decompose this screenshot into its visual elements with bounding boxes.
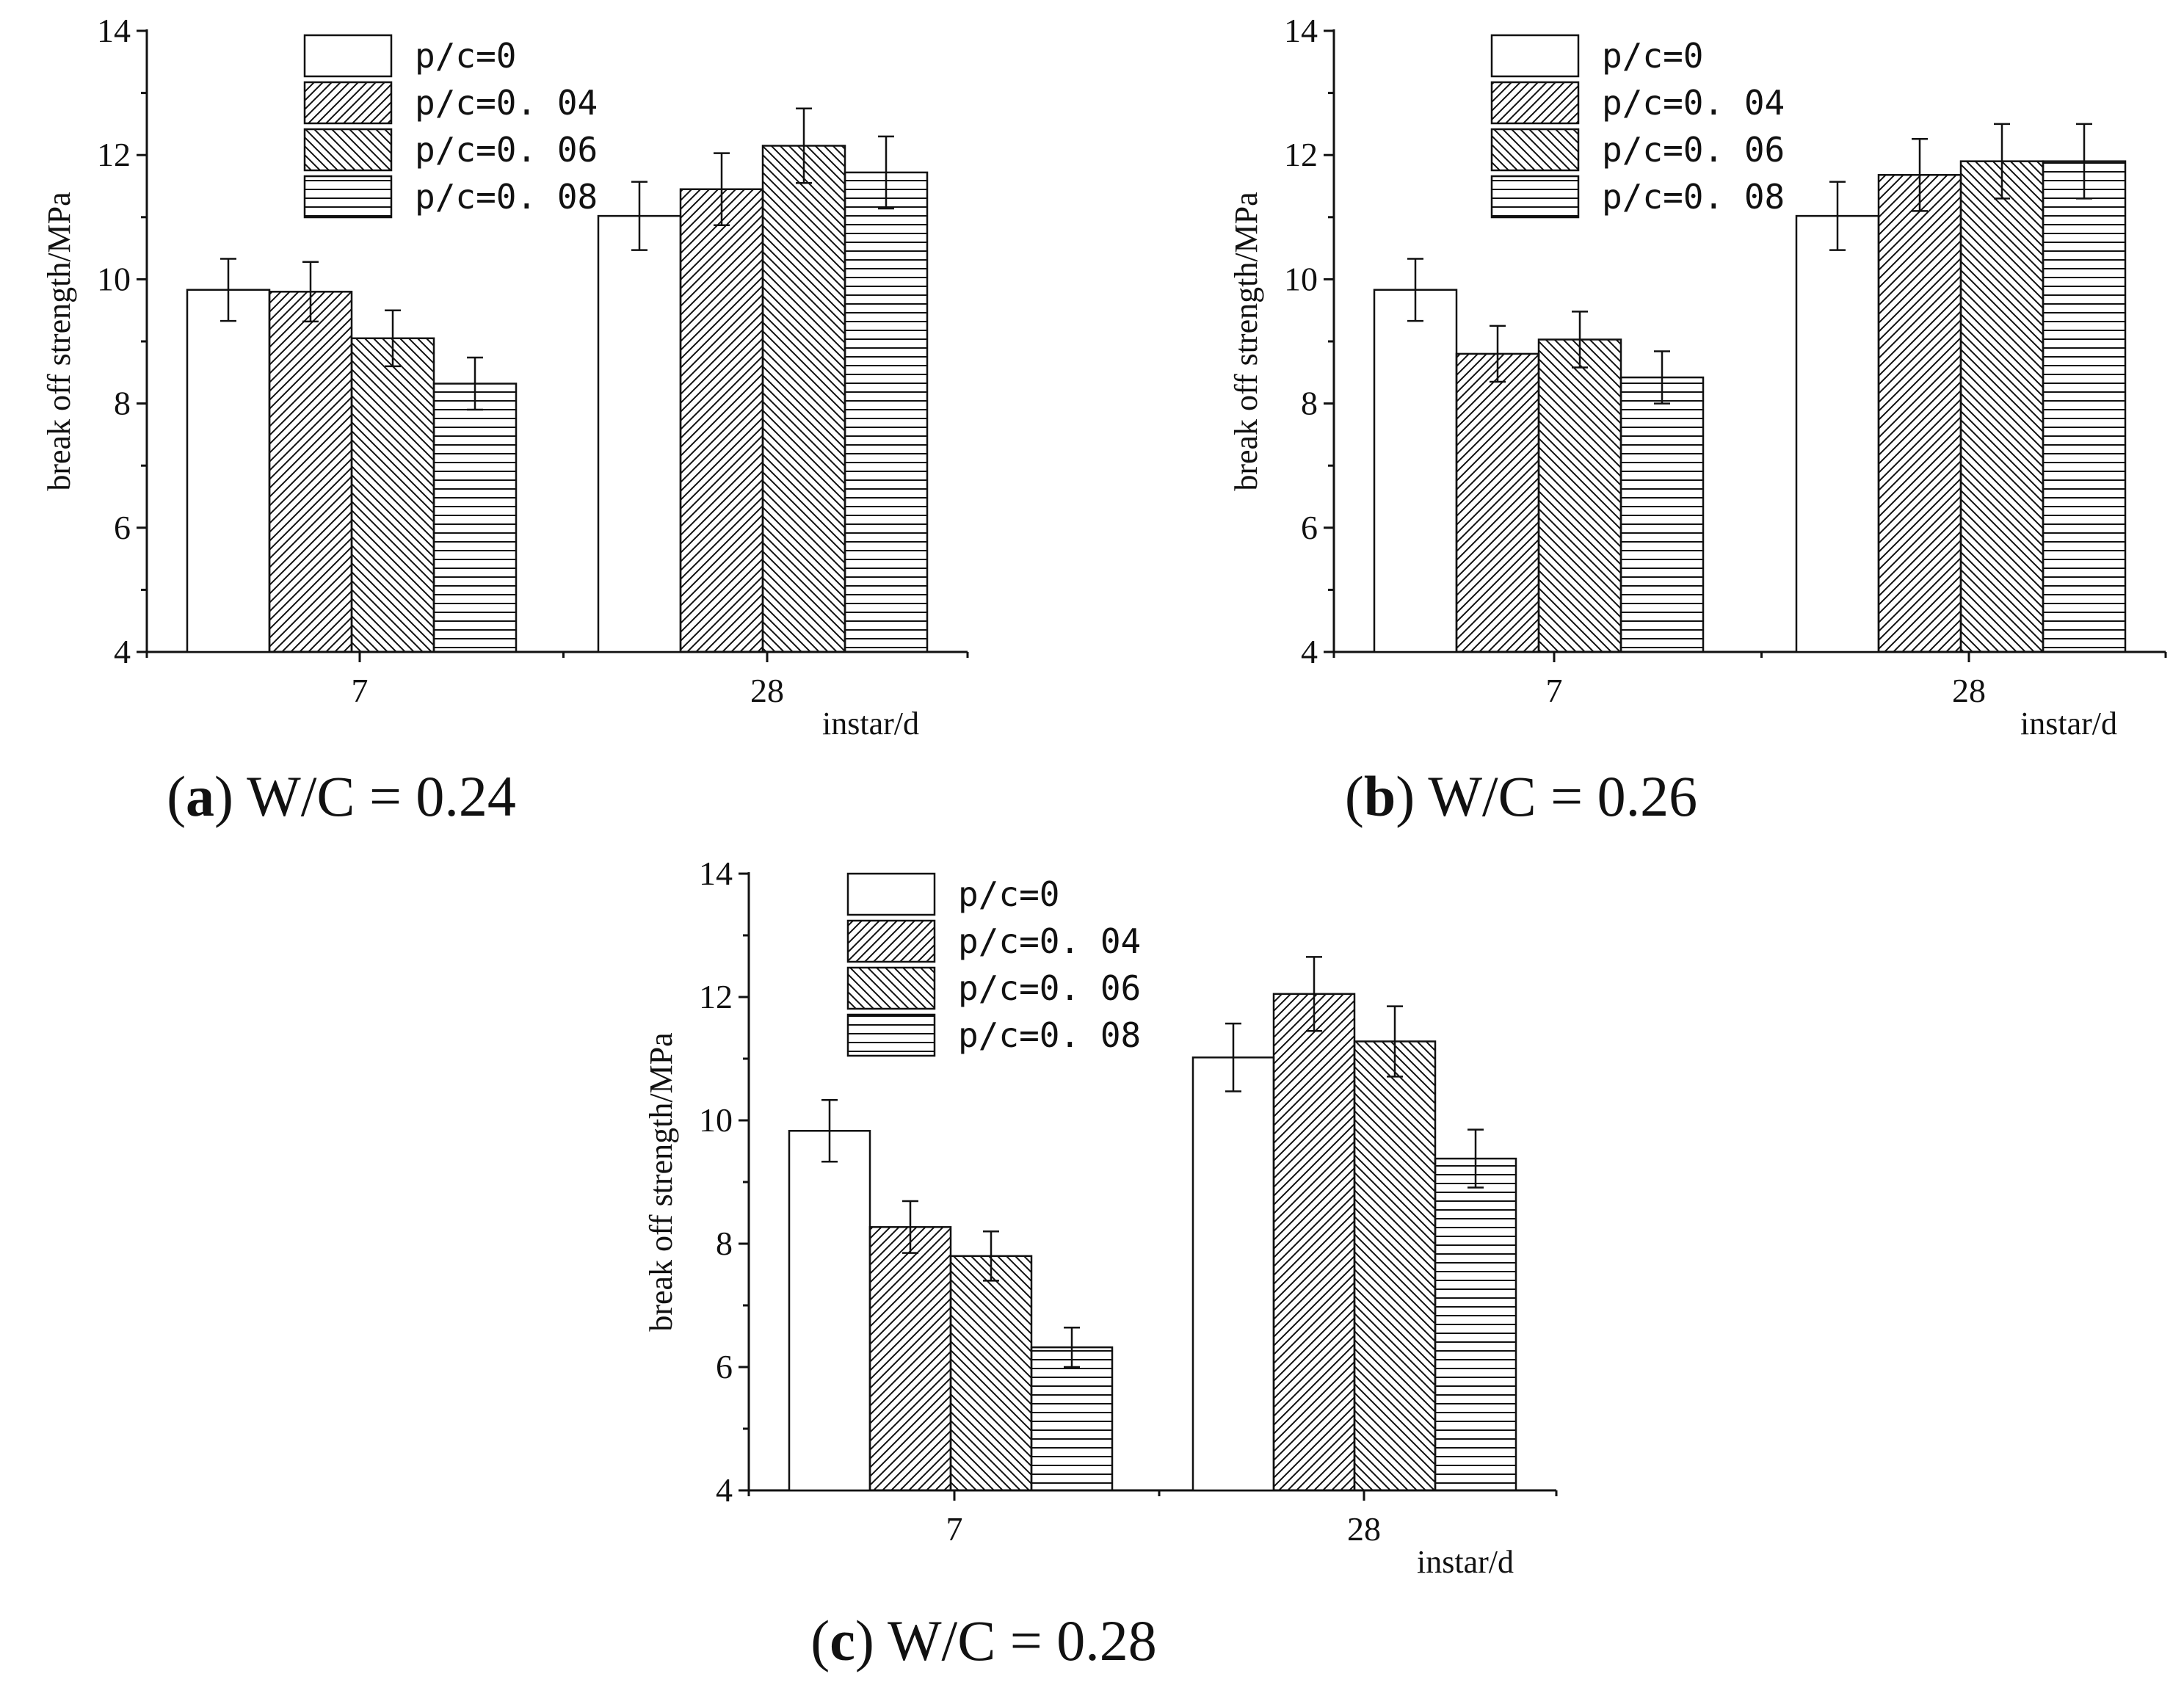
x-axis-title-c: instar/d bbox=[1417, 1544, 1514, 1580]
bar-a-7-s3 bbox=[432, 383, 518, 653]
y-tick-label-a: 10 bbox=[97, 260, 131, 297]
bar-a-7-s0 bbox=[186, 289, 271, 653]
y-tick-label-c: 12 bbox=[699, 978, 733, 1015]
bar-c-7-s2 bbox=[949, 1255, 1033, 1492]
y-tick-label-c: 8 bbox=[716, 1225, 733, 1262]
y-tick-label-b: 8 bbox=[1301, 385, 1318, 422]
legend-swatch-b-s2 bbox=[1490, 128, 1580, 172]
bar-b-7-s2 bbox=[1537, 338, 1622, 653]
legend-label-c-s2: p/c=0. 06 bbox=[958, 968, 1141, 1008]
legend-label-b-s3: p/c=0. 08 bbox=[1602, 177, 1785, 217]
caption-label-c: c bbox=[830, 1609, 855, 1672]
bar-c-7-s3 bbox=[1030, 1346, 1114, 1492]
chart-panel-a: 4 6 8 10 12 14 break off strength/MPa 7 28 instar… bbox=[0, 0, 1092, 837]
bar-c-28-s3 bbox=[1434, 1157, 1517, 1492]
legend-swatch-c-s3 bbox=[846, 1013, 936, 1057]
y-tick-label-b: 10 bbox=[1284, 260, 1318, 297]
bar-c-28-s0 bbox=[1191, 1056, 1275, 1492]
legend-label-a-s0: p/c=0 bbox=[415, 36, 516, 76]
x-tick-label-b: 7 bbox=[1546, 672, 1563, 709]
caption-b: (b) W/C = 0.26 bbox=[1344, 764, 1698, 828]
legend-swatch-a-s2 bbox=[303, 128, 393, 172]
bar-b-7-s0 bbox=[1373, 289, 1458, 653]
legend-label-b-s1: p/c=0. 04 bbox=[1602, 83, 1785, 123]
y-tick-label-a: 4 bbox=[114, 633, 131, 670]
bar-c-7-s0 bbox=[788, 1130, 871, 1492]
y-tick-label-c: 10 bbox=[699, 1101, 733, 1139]
bar-c-28-s1 bbox=[1272, 993, 1356, 1492]
x-tick-label-a: 7 bbox=[352, 672, 369, 709]
chart-svg-b: 4 6 8 10 12 14 break off strength/MPa 7 28 instar… bbox=[1228, 12, 2167, 742]
bar-a-7-s2 bbox=[350, 337, 435, 653]
y-tick-label-c: 4 bbox=[716, 1471, 733, 1509]
legend-label-a-s1: p/c=0. 04 bbox=[415, 83, 598, 123]
x-axis-title-a: instar/d bbox=[822, 706, 919, 742]
y-tick-label-a: 6 bbox=[114, 509, 131, 546]
legend-label-a-s2: p/c=0. 06 bbox=[415, 130, 598, 170]
bar-b-7-s3 bbox=[1619, 376, 1705, 653]
bar-a-28-s0 bbox=[597, 214, 682, 653]
legend-swatch-b-s3 bbox=[1490, 175, 1580, 219]
y-tick-label-c: 6 bbox=[716, 1348, 733, 1385]
caption-text-c: W/C = 0.28 bbox=[887, 1609, 1157, 1672]
bar-b-7-s1 bbox=[1455, 352, 1540, 653]
legend-label-c-s0: p/c=0 bbox=[958, 874, 1059, 914]
bar-b-28-s1 bbox=[1877, 174, 1962, 653]
y-tick-label-b: 4 bbox=[1301, 633, 1318, 670]
legend-swatch-b-s0 bbox=[1490, 34, 1580, 78]
legend-label-a-s3: p/c=0. 08 bbox=[415, 177, 598, 217]
x-tick-label-a: 28 bbox=[750, 672, 784, 709]
legend-swatch-a-s0 bbox=[303, 34, 393, 78]
bar-a-28-s3 bbox=[844, 171, 929, 653]
bar-b-28-s3 bbox=[2042, 160, 2127, 653]
y-tick-label-c: 14 bbox=[699, 855, 733, 892]
chart-svg-a: 4 6 8 10 12 14 break off strength/MPa 7 28 instar… bbox=[41, 12, 969, 742]
legend-label-b-s0: p/c=0 bbox=[1602, 36, 1703, 76]
caption-text-b: W/C = 0.26 bbox=[1428, 764, 1698, 828]
y-axis-title-c: break off strength/MPa bbox=[643, 1032, 679, 1331]
y-tick-label-b: 6 bbox=[1301, 509, 1318, 546]
bar-a-28-s2 bbox=[761, 145, 846, 653]
legend-label-c-s3: p/c=0. 08 bbox=[958, 1015, 1141, 1055]
y-axis-title-b: break off strength/MPa bbox=[1228, 192, 1264, 490]
caption-label-b: b bbox=[1363, 764, 1396, 828]
legend-swatch-c-s1 bbox=[846, 919, 936, 963]
legend-swatch-a-s3 bbox=[303, 175, 393, 219]
legend-swatch-c-s0 bbox=[846, 872, 936, 916]
legend-label-b-s2: p/c=0. 06 bbox=[1602, 130, 1785, 170]
x-tick-label-b: 28 bbox=[1952, 672, 1986, 709]
chart-panel-b: 4 6 8 10 12 14 break off strength/MPa 7 28 instar… bbox=[1092, 0, 2184, 837]
caption-c: (c) W/C = 0.28 bbox=[810, 1609, 1157, 1672]
y-tick-label-a: 14 bbox=[97, 12, 131, 49]
y-tick-label-b: 12 bbox=[1284, 136, 1318, 173]
caption-a: (a) W/C = 0.24 bbox=[167, 764, 516, 828]
legend-swatch-c-s2 bbox=[846, 966, 936, 1010]
y-tick-label-a: 8 bbox=[114, 385, 131, 422]
bar-b-28-s0 bbox=[1795, 214, 1880, 653]
y-tick-label-a: 12 bbox=[97, 136, 131, 173]
bar-a-7-s1 bbox=[268, 291, 353, 653]
x-tick-label-c: 7 bbox=[946, 1510, 963, 1548]
y-tick-label-b: 14 bbox=[1284, 12, 1318, 49]
bar-b-28-s2 bbox=[1959, 160, 2045, 653]
chart-svg-c: 4 6 8 10 12 14 break off strength/MPa 7 28 instar… bbox=[643, 855, 1558, 1580]
x-axis-title-b: instar/d bbox=[2020, 706, 2117, 742]
bar-c-7-s1 bbox=[868, 1226, 952, 1492]
x-tick-label-c: 28 bbox=[1347, 1510, 1381, 1548]
y-axis-title-a: break off strength/MPa bbox=[41, 192, 77, 490]
legend-swatch-a-s1 bbox=[303, 81, 393, 125]
chart-panel-c: 4 6 8 10 12 14 break off strength/MPa 7 28 instar… bbox=[595, 844, 1622, 1682]
bar-a-28-s1 bbox=[679, 188, 764, 653]
legend-label-c-s1: p/c=0. 04 bbox=[958, 921, 1141, 961]
caption-text-a: W/C = 0.24 bbox=[247, 764, 516, 828]
legend-swatch-b-s1 bbox=[1490, 81, 1580, 125]
bar-c-28-s2 bbox=[1353, 1040, 1437, 1492]
caption-label-a: a bbox=[186, 764, 215, 828]
